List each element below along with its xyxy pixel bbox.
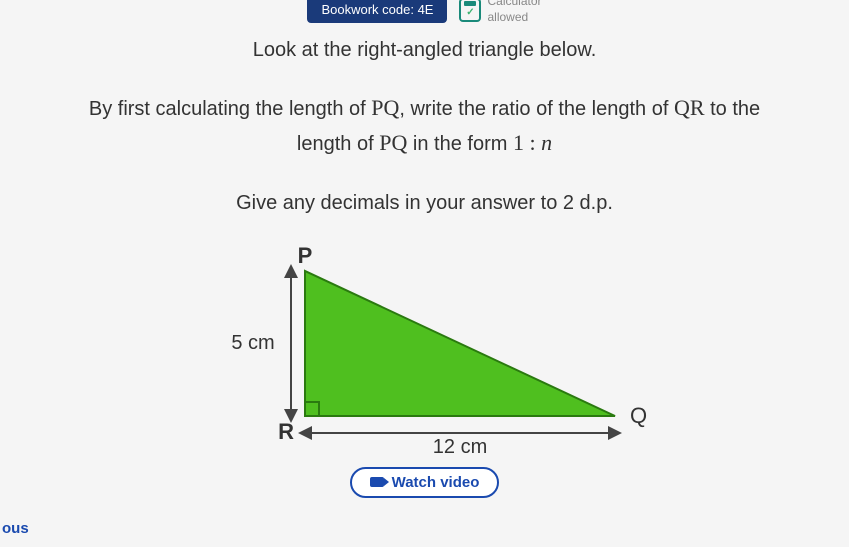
math-pq2: PQ: [379, 130, 407, 155]
watch-video-button[interactable]: Watch video: [350, 467, 500, 498]
side-pr-label: 5 cm: [231, 332, 274, 354]
calc-line2: allowed: [487, 10, 541, 26]
text: in the form: [407, 133, 513, 155]
header-row: Bookwork code: 4E ✓ Calculator allowed: [0, 0, 849, 25]
watch-video-label: Watch video: [392, 474, 480, 491]
math-ratio: 1 :: [513, 130, 541, 155]
bookwork-badge: Bookwork code: 4E: [307, 0, 447, 23]
text: length of: [297, 133, 379, 155]
text: , write the ratio of the length of: [399, 98, 674, 120]
side-rq-label: 12 cm: [432, 436, 486, 458]
video-row: Watch video: [0, 467, 849, 498]
calc-line1: Calculator: [487, 0, 541, 10]
video-icon: [370, 477, 384, 487]
vertex-q: Q: [630, 403, 647, 428]
math-n: n: [541, 130, 552, 155]
previous-button-fragment[interactable]: ous: [0, 520, 29, 537]
math-pq: PQ: [371, 95, 399, 120]
question-body: By first calculating the length of PQ, w…: [0, 90, 849, 218]
vertex-p: P: [297, 243, 312, 268]
triangle-diagram: P R Q 5 cm 12 cm: [0, 241, 849, 471]
math-qr: QR: [674, 95, 705, 120]
calculator-allowed: ✓ Calculator allowed: [459, 0, 541, 25]
question-intro: Look at the right-angled triangle below.: [0, 39, 849, 62]
text: to the: [705, 98, 761, 120]
vertex-r: R: [278, 419, 294, 444]
dp-instruction: Give any decimals in your answer to 2 d.…: [10, 187, 839, 219]
calculator-icon: ✓: [459, 0, 481, 22]
text: By first calculating the length of: [89, 98, 371, 120]
